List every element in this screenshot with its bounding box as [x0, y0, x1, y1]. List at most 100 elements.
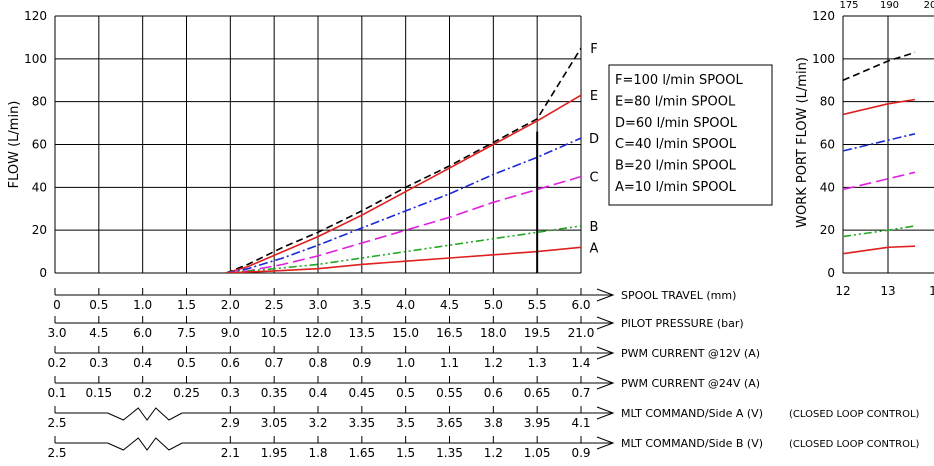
series-line-e [225, 94, 581, 273]
x-tick-label: 1.65 [348, 446, 375, 460]
y-tick-label: 40 [820, 180, 835, 194]
legend-box [608, 64, 773, 206]
x-tick-label: 3.0 [47, 326, 66, 340]
x-tick-label: 2.1 [221, 446, 240, 460]
x-tick-label: 4.5 [440, 298, 459, 312]
x-tick-label: 4.1 [571, 416, 590, 430]
x-tick-label: 1.0 [133, 298, 152, 312]
axis-arrow [596, 376, 615, 390]
x-tick-label: 0.9 [352, 356, 371, 370]
x-tick-label: 1.3 [528, 356, 547, 370]
x-tick-label: 0.3 [89, 356, 108, 370]
y-tick-label: 100 [24, 52, 47, 66]
x-tick-label: 10.5 [261, 326, 288, 340]
axis-break [107, 407, 183, 421]
work-port-series-line [843, 133, 916, 152]
legend-entry: D=60 l/min SPOOL [615, 116, 738, 131]
x-tick-label: 0.4 [133, 356, 152, 370]
x-tick-label: 16.5 [436, 326, 463, 340]
series-line-b [225, 225, 581, 273]
legend-entry: E=80 l/min SPOOL [615, 94, 736, 109]
x-tick-label: 1.2 [484, 356, 503, 370]
axis-break [107, 437, 183, 451]
x-tick-label: 1.1 [440, 356, 459, 370]
x-tick-label: 0 [53, 298, 61, 312]
axis-title: SPOOL TRAVEL (mm) [621, 289, 736, 302]
work-port-series-line [843, 245, 916, 255]
axis-title: PWM CURRENT @24V (A) [621, 377, 760, 390]
x-tick-label: 0.15 [85, 386, 112, 400]
work-port-series-line [843, 225, 916, 238]
x-tick-label: 0.65 [524, 386, 551, 400]
axis-title: PILOT PRESSURE (bar) [621, 317, 744, 330]
axis-note: (CLOSED LOOP CONTROL) [789, 409, 920, 420]
x-tick-label: 18.0 [480, 326, 507, 340]
x-tick-label: 1 [929, 284, 934, 298]
series-line-d [225, 137, 581, 273]
y-tick-label: 0 [39, 266, 47, 280]
x-tick-label: 3.35 [348, 416, 375, 430]
legend-entry: C=40 l/min SPOOL [615, 137, 737, 152]
x-tick-label: 1.95 [261, 446, 288, 460]
axis-arrow [596, 316, 615, 330]
x-tick-label: 4.0 [396, 298, 415, 312]
x-tick-label: 3.2 [308, 416, 327, 430]
x-tick-label: 0.9 [571, 446, 590, 460]
x-tick-label: 3.5 [396, 416, 415, 430]
x-tick-label: 0.5 [89, 298, 108, 312]
axis-arrow [596, 436, 615, 450]
x-tick-label: 0.6 [221, 356, 240, 370]
x-tick-label: 1.0 [396, 356, 415, 370]
curve-label-c: C [589, 171, 598, 186]
curve-label-e: E [590, 89, 598, 104]
x-tick-label: 1.2 [484, 446, 503, 460]
x-tick-label: 0.7 [571, 386, 590, 400]
legend-entry: F=100 l/min SPOOL [615, 73, 744, 88]
x-tick-label: 13.5 [348, 326, 375, 340]
y-tick-label: 80 [32, 95, 47, 109]
axis-title: PWM CURRENT @12V (A) [621, 347, 760, 360]
axis-note: (CLOSED LOOP CONTROL) [789, 439, 920, 450]
x-tick-label: 5.5 [528, 298, 547, 312]
x-tick-label: 2.5 [265, 298, 284, 312]
x-tick-label: 0.7 [265, 356, 284, 370]
x-tick-label: 4.5 [89, 326, 108, 340]
y-tick-label: 100 [812, 52, 835, 66]
x-tick-label: 3.65 [436, 416, 463, 430]
x-tick-label: 1.4 [571, 356, 590, 370]
y-axis-title: WORK PORT FLOW (L/min) [795, 57, 810, 228]
series-line-a [225, 246, 581, 273]
x-tick-label: 6.0 [571, 298, 590, 312]
top-tick-label: 190 [880, 0, 899, 11]
y-tick-label: 60 [820, 138, 835, 152]
x-tick-label: 2.5 [47, 446, 66, 460]
x-tick-label: 19.5 [524, 326, 551, 340]
axis-title: MLT COMMAND/Side A (V) [621, 407, 763, 420]
top-tick-label: 175 [839, 0, 858, 11]
x-tick-label: 0.2 [133, 386, 152, 400]
x-tick-label: 3.95 [524, 416, 551, 430]
x-tick-label: 15.0 [392, 326, 419, 340]
x-tick-label: 0.5 [177, 356, 196, 370]
x-tick-label: 0.1 [47, 386, 66, 400]
x-tick-label: 0.35 [261, 386, 288, 400]
x-tick-label: 1.8 [308, 446, 327, 460]
curve-label-a: A [590, 241, 599, 256]
work-port-series-line [843, 51, 916, 82]
y-axis-title: FLOW (L/min) [7, 101, 22, 189]
axis-arrow [596, 346, 615, 360]
x-tick-label: 0.2 [47, 356, 66, 370]
x-tick-label: 3.5 [352, 298, 371, 312]
top-tick-label: 20 [924, 0, 934, 11]
x-tick-label: 3.05 [261, 416, 288, 430]
y-tick-label: 20 [820, 223, 835, 237]
x-tick-label: 1.5 [177, 298, 196, 312]
axis-arrow [596, 288, 615, 302]
legend-entry: A=10 l/min SPOOL [615, 180, 737, 195]
x-tick-label: 0.4 [308, 386, 327, 400]
y-tick-label: 0 [827, 266, 835, 280]
x-tick-label: 1.5 [396, 446, 415, 460]
series-line-c [225, 175, 581, 273]
x-tick-label: 3.8 [484, 416, 503, 430]
